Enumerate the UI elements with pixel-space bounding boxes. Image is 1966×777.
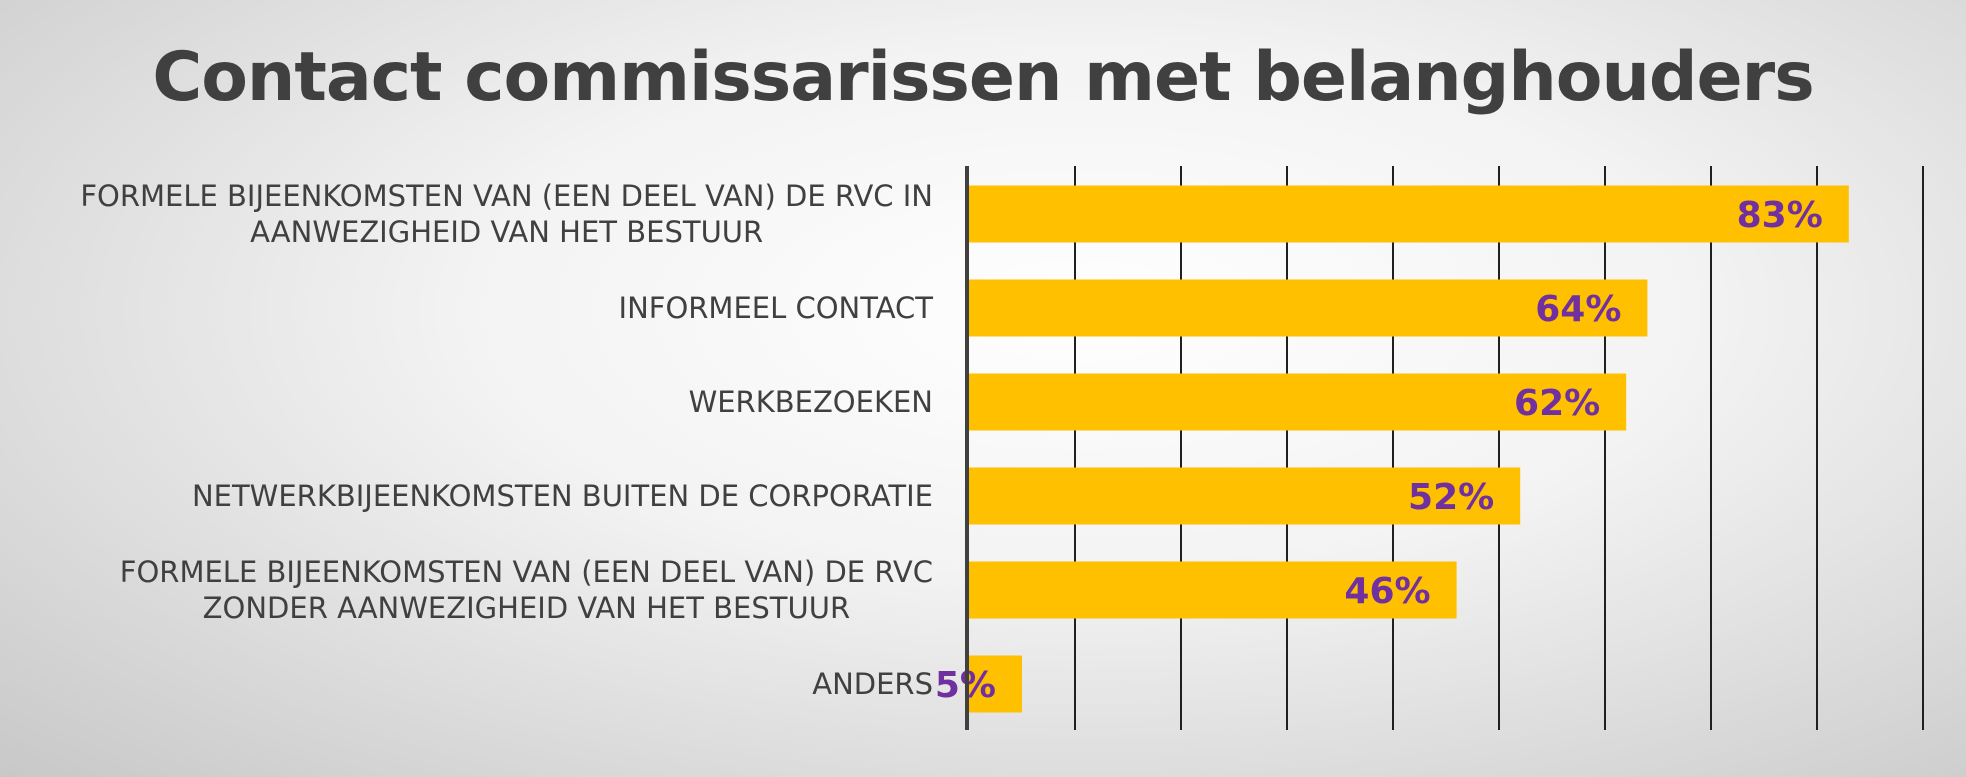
value-label-4: 52% — [1408, 477, 1494, 518]
category-label-6: ANDERS — [812, 667, 933, 701]
category-label-4: NETWERKBIJEENKOMSTEN BUITEN DE CORPORATI… — [192, 479, 933, 513]
category-label-2: INFORMEEL CONTACT — [619, 291, 934, 325]
gridlines — [1074, 166, 1924, 730]
bars — [969, 185, 1849, 713]
bar-5 — [969, 561, 1457, 619]
value-label-1: 83% — [1737, 195, 1823, 236]
value-label-3: 62% — [1514, 383, 1600, 424]
category-label-3: WERKBEZOEKEN — [689, 385, 933, 419]
value-labels: 83%64%62%52%46%5% — [935, 195, 1823, 706]
bar-2 — [969, 279, 1648, 337]
category-label-line: FORMELE BIJEENKOMSTEN VAN (EEN DEEL VAN)… — [120, 555, 933, 589]
bar-1 — [969, 185, 1849, 243]
category-labels: FORMELE BIJEENKOMSTEN VAN (EEN DEEL VAN)… — [80, 179, 933, 701]
category-label-1: FORMELE BIJEENKOMSTEN VAN (EEN DEEL VAN)… — [80, 179, 933, 249]
category-label-line: ANDERS — [812, 667, 933, 701]
chart-title: Contact commissarissen met belanghouders — [152, 38, 1814, 117]
bar-3 — [969, 373, 1627, 431]
category-label-line: NETWERKBIJEENKOMSTEN BUITEN DE CORPORATI… — [192, 479, 933, 513]
category-label-5: FORMELE BIJEENKOMSTEN VAN (EEN DEEL VAN)… — [120, 555, 933, 625]
category-label-line: FORMELE BIJEENKOMSTEN VAN (EEN DEEL VAN)… — [80, 179, 933, 213]
value-label-5: 46% — [1344, 571, 1430, 612]
category-label-line: ZONDER AANWEZIGHEID VAN HET BESTUUR — [203, 591, 850, 625]
category-label-line: AANWEZIGHEID VAN HET BESTUUR — [250, 215, 763, 249]
bar-6 — [969, 655, 1022, 713]
value-label-2: 64% — [1535, 289, 1621, 330]
bar-4 — [969, 467, 1521, 525]
category-label-line: INFORMEEL CONTACT — [619, 291, 934, 325]
category-label-line: WERKBEZOEKEN — [689, 385, 933, 419]
